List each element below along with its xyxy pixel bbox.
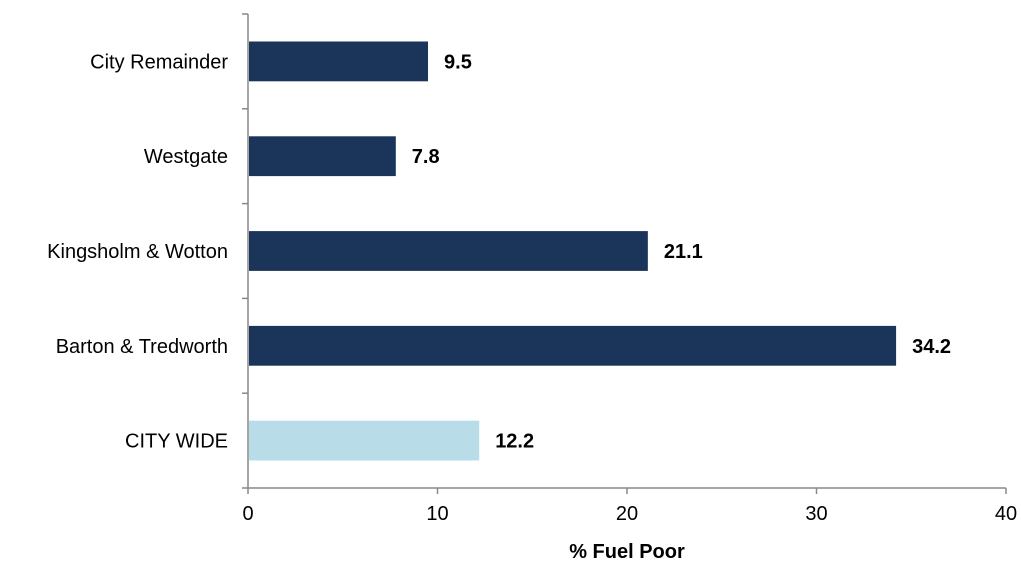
bar-value-label: 12.2 <box>495 431 534 453</box>
bars-group <box>249 41 897 461</box>
category-label: Westgate <box>144 146 228 168</box>
bar <box>249 41 429 82</box>
x-tick-label: 0 <box>242 503 253 525</box>
bar-value-label: 21.1 <box>664 241 703 263</box>
x-axis-title: % Fuel Poor <box>569 541 685 563</box>
bar-value-label: 34.2 <box>912 336 951 358</box>
category-labels-group: City Remainder Westgate Kingsholm & Wotton… <box>47 51 228 452</box>
x-tick-label: 30 <box>805 503 827 525</box>
bar-value-label: 7.8 <box>412 146 440 168</box>
bar-value-label: 9.5 <box>444 51 472 73</box>
bar <box>249 136 396 177</box>
x-tick-label: 40 <box>995 503 1017 525</box>
category-label: City Remainder <box>90 51 228 73</box>
category-label: Barton & Tredworth <box>56 336 228 358</box>
x-tick-label: 20 <box>616 503 638 525</box>
bar <box>249 420 480 461</box>
category-label: CITY WIDE <box>125 431 228 453</box>
bar <box>249 231 648 271</box>
bar <box>249 325 897 366</box>
x-tick-label: 10 <box>426 503 448 525</box>
x-ticks-group: 0 10 20 30 40 <box>242 488 1017 525</box>
value-labels-group: 9.5 7.8 21.1 34.2 12.2 <box>412 51 951 452</box>
category-label: Kingsholm & Wotton <box>47 241 228 263</box>
